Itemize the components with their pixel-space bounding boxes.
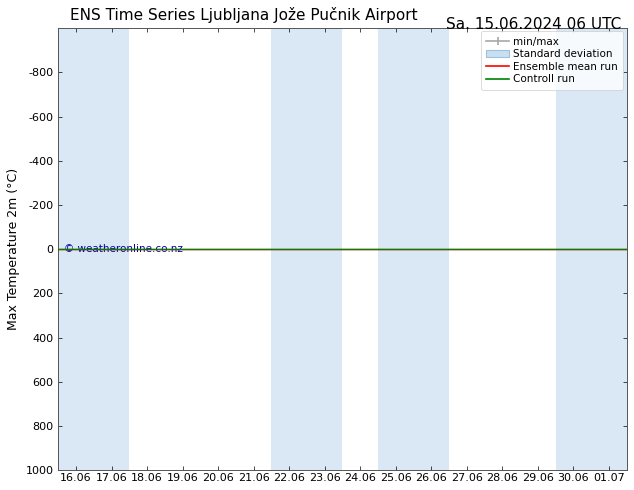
Bar — [94, 28, 129, 470]
Bar — [378, 28, 413, 470]
Text: © weatheronline.co.nz: © weatheronline.co.nz — [64, 245, 183, 254]
Bar — [271, 28, 307, 470]
Bar — [591, 28, 626, 470]
Y-axis label: Max Temperature 2m (°C): Max Temperature 2m (°C) — [7, 168, 20, 330]
Legend: min/max, Standard deviation, Ensemble mean run, Controll run: min/max, Standard deviation, Ensemble me… — [481, 31, 623, 90]
Bar — [307, 28, 342, 470]
Bar — [58, 28, 94, 470]
Text: ENS Time Series Ljubljana Jože Pučnik Airport: ENS Time Series Ljubljana Jože Pučnik Ai… — [70, 7, 417, 23]
Text: Sa. 15.06.2024 06 UTC: Sa. 15.06.2024 06 UTC — [446, 17, 621, 32]
Bar — [413, 28, 449, 470]
Bar — [555, 28, 591, 470]
